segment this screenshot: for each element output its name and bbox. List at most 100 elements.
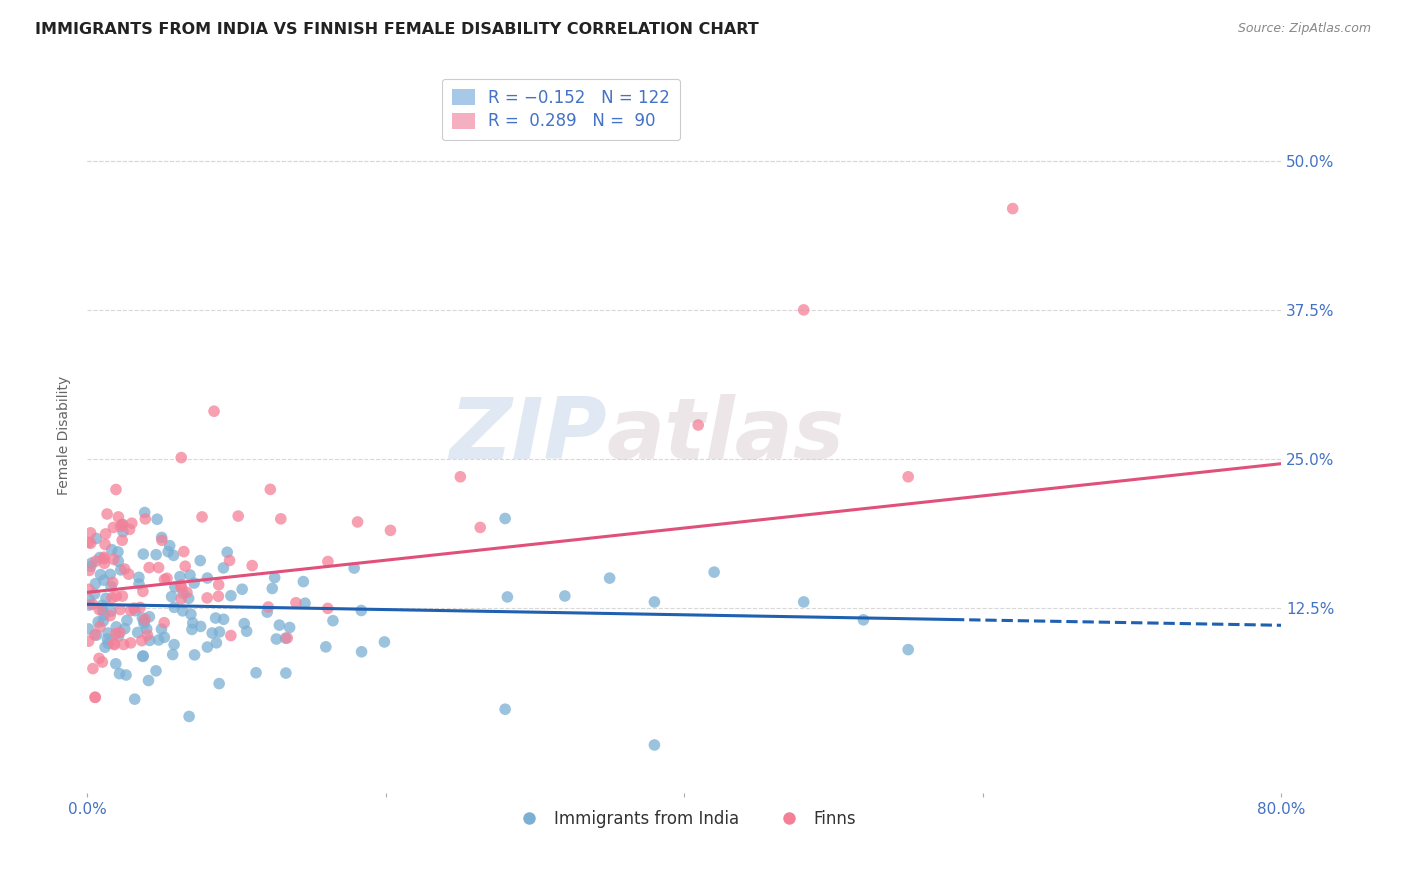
Point: [93, 557, 115, 571]
Point: [195, 591, 218, 605]
Point: [132, 616, 155, 631]
Point: [105, 620, 128, 634]
Point: [107, 629, 129, 643]
Point: [107, 510, 129, 524]
Point: [316, 601, 339, 615]
Point: [599, 571, 621, 585]
Point: [115, 668, 138, 682]
Point: [115, 613, 138, 627]
Point: [207, 589, 229, 603]
Point: [134, 612, 156, 626]
Point: [105, 589, 128, 603]
Point: [350, 645, 373, 659]
Legend: Immigrants from India, Finns: Immigrants from India, Finns: [505, 803, 863, 834]
Point: [93, 551, 115, 566]
Point: [177, 709, 200, 723]
Point: [380, 524, 402, 538]
Point: [128, 577, 150, 591]
Point: [643, 595, 665, 609]
Point: [346, 515, 368, 529]
Point: [188, 553, 211, 567]
Point: [134, 512, 156, 526]
Point: [496, 590, 519, 604]
Point: [84, 690, 107, 705]
Point: [110, 519, 132, 533]
Point: [87, 651, 110, 665]
Point: [134, 506, 156, 520]
Point: [259, 483, 281, 497]
Text: atlas: atlas: [606, 393, 845, 476]
Point: [91, 603, 114, 617]
Text: IMMIGRANTS FROM INDIA VS FINNISH FEMALE DISABILITY CORRELATION CHART: IMMIGRANTS FROM INDIA VS FINNISH FEMALE …: [35, 22, 759, 37]
Point: [93, 607, 115, 622]
Point: [77, 535, 100, 549]
Point: [153, 630, 176, 644]
Point: [292, 574, 315, 589]
Point: [703, 565, 725, 579]
Point: [554, 589, 576, 603]
Point: [104, 483, 127, 497]
Point: [285, 596, 308, 610]
Y-axis label: Female Disability: Female Disability: [58, 376, 72, 495]
Point: [121, 516, 143, 531]
Point: [80, 556, 103, 570]
Point: [98, 608, 121, 623]
Point: [111, 533, 134, 548]
Point: [138, 673, 160, 688]
Point: [124, 604, 146, 618]
Point: [470, 520, 492, 534]
Point: [129, 600, 152, 615]
Point: [148, 632, 170, 647]
Point: [77, 582, 100, 597]
Point: [150, 530, 173, 544]
Point: [132, 584, 155, 599]
Point: [183, 648, 205, 662]
Point: [103, 552, 125, 566]
Point: [104, 626, 127, 640]
Point: [163, 638, 186, 652]
Point: [79, 536, 101, 550]
Point: [162, 648, 184, 662]
Point: [235, 624, 257, 639]
Point: [643, 738, 665, 752]
Point: [114, 562, 136, 576]
Point: [80, 559, 103, 574]
Point: [177, 591, 200, 606]
Point: [274, 666, 297, 681]
Point: [148, 560, 170, 574]
Point: [150, 622, 173, 636]
Point: [212, 612, 235, 626]
Point: [112, 638, 135, 652]
Point: [449, 469, 471, 483]
Point: [322, 614, 344, 628]
Point: [108, 625, 131, 640]
Point: [204, 611, 226, 625]
Point: [77, 622, 100, 636]
Point: [156, 571, 179, 585]
Point: [131, 633, 153, 648]
Point: [145, 664, 167, 678]
Point: [852, 613, 875, 627]
Point: [162, 549, 184, 563]
Point: [132, 649, 155, 664]
Point: [89, 550, 111, 565]
Point: [176, 585, 198, 599]
Point: [89, 602, 111, 616]
Point: [217, 545, 239, 559]
Point: [174, 559, 197, 574]
Point: [104, 657, 127, 671]
Point: [494, 702, 516, 716]
Point: [153, 573, 176, 587]
Point: [132, 547, 155, 561]
Point: [84, 576, 107, 591]
Point: [138, 633, 160, 648]
Point: [107, 554, 129, 568]
Point: [157, 544, 180, 558]
Point: [146, 512, 169, 526]
Point: [93, 573, 115, 587]
Point: [197, 571, 219, 585]
Point: [294, 596, 316, 610]
Point: [170, 578, 193, 592]
Point: [94, 527, 117, 541]
Point: [226, 509, 249, 524]
